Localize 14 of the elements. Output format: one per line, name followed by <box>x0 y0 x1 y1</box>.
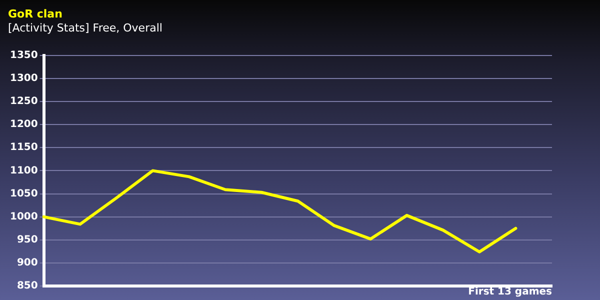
chart-title: GoR clan <box>8 7 62 20</box>
y-tick-label: 1050 <box>10 188 38 200</box>
chart-subtitle: [Activity Stats] Free, Overall <box>8 22 162 35</box>
y-tick-label: 1250 <box>10 96 38 108</box>
y-tick-label: 1100 <box>10 165 38 176</box>
y-tick-label: 850 <box>16 280 38 292</box>
x-axis-title: First 13 games <box>468 286 552 298</box>
y-tick-label: 1150 <box>10 142 38 154</box>
y-tick-label: 1300 <box>10 73 38 84</box>
y-tick-label: 1200 <box>10 119 38 130</box>
y-tick-label: 1000 <box>10 211 38 222</box>
y-tick-label: 1350 <box>10 50 38 61</box>
y-tick-label: 900 <box>16 258 38 269</box>
y-tick-label: 950 <box>16 234 38 246</box>
